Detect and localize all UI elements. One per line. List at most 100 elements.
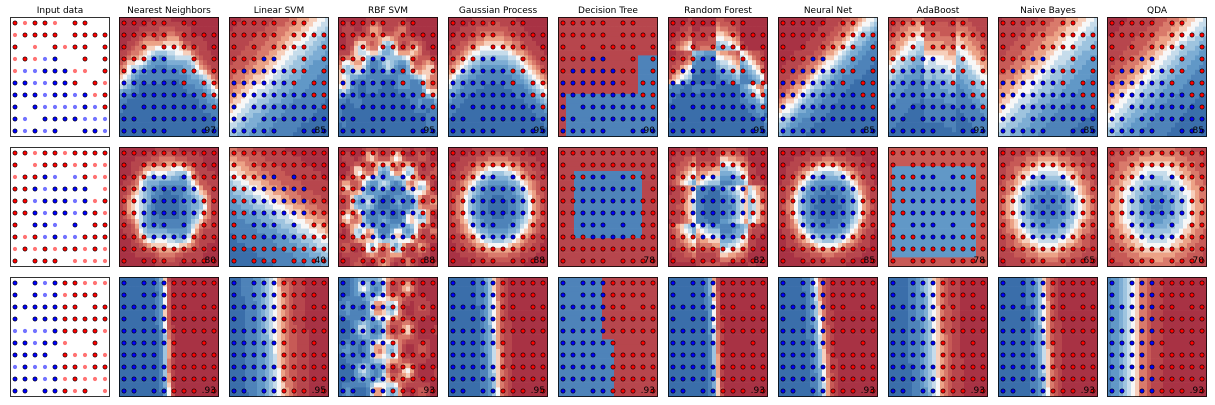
decision-cell	[418, 79, 423, 85]
decision-cell	[806, 108, 811, 114]
decision-cell	[598, 50, 603, 56]
decision-cell	[261, 74, 266, 80]
decision-cell	[468, 65, 473, 71]
decision-cell	[842, 55, 847, 61]
decision-cell	[646, 17, 651, 23]
decision-cell	[410, 108, 415, 114]
decision-cell	[672, 132, 677, 137]
decision-cell	[285, 113, 290, 119]
decision-cell	[562, 89, 567, 95]
decision-cell	[418, 55, 423, 61]
decision-cell	[456, 60, 461, 66]
decision-cell	[874, 74, 878, 80]
decision-cell	[492, 89, 497, 95]
decision-cell	[650, 84, 655, 90]
decision-cell	[614, 113, 619, 119]
decision-cell	[614, 79, 619, 85]
decision-cell	[578, 41, 583, 47]
data-point	[390, 44, 396, 50]
decision-cell	[688, 98, 693, 104]
decision-cell	[496, 74, 501, 80]
decision-cell	[237, 84, 242, 90]
decision-cell	[135, 45, 140, 51]
decision-cell	[654, 41, 658, 47]
decision-cell	[386, 84, 391, 90]
decision-cell	[422, 45, 427, 51]
decision-cell	[614, 21, 619, 27]
decision-cell	[488, 113, 493, 119]
decision-cell	[410, 17, 415, 23]
decision-cell	[382, 89, 387, 95]
decision-cell	[532, 50, 537, 56]
decision-cell	[496, 117, 501, 123]
decision-cell	[724, 60, 729, 66]
decision-cell	[724, 50, 729, 56]
decision-cell	[536, 65, 541, 71]
decision-cell	[370, 41, 375, 47]
decision-cell	[253, 65, 258, 71]
decision-cell	[309, 36, 314, 42]
decision-cell	[203, 84, 208, 90]
decision-cell	[854, 108, 859, 114]
decision-cell	[684, 17, 689, 23]
data-point	[102, 32, 108, 38]
decision-cell	[484, 45, 489, 51]
data-point	[121, 32, 127, 38]
decision-cell	[594, 31, 599, 37]
data-point	[92, 32, 98, 38]
decision-cell	[688, 21, 693, 27]
decision-cell	[346, 93, 351, 99]
decision-cell	[488, 84, 493, 90]
decision-cell	[720, 122, 725, 128]
data-point	[700, 92, 706, 98]
decision-cell	[301, 50, 306, 56]
decision-cell	[630, 132, 635, 137]
decision-cell	[874, 41, 878, 47]
decision-cell	[622, 17, 627, 23]
decision-cell	[191, 60, 196, 66]
decision-cell	[642, 122, 647, 128]
decision-cell	[704, 74, 709, 80]
data-point	[470, 20, 476, 26]
decision-cell	[672, 74, 677, 80]
decision-cell	[646, 21, 651, 27]
data-point	[350, 68, 356, 74]
decision-cell	[566, 55, 571, 61]
decision-cell	[802, 117, 807, 123]
decision-cell	[626, 113, 631, 119]
decision-cell	[155, 117, 160, 123]
data-point	[191, 32, 197, 38]
decision-cell	[233, 113, 238, 119]
decision-cell	[798, 127, 803, 133]
decision-cell	[610, 108, 615, 114]
decision-cell	[354, 50, 359, 56]
decision-cell	[366, 60, 371, 66]
decision-cell	[195, 69, 200, 75]
data-point	[590, 92, 596, 98]
decision-cell	[638, 122, 643, 128]
data-point	[161, 56, 167, 62]
decision-cell	[562, 74, 567, 80]
data-point	[720, 104, 726, 110]
data-point	[490, 92, 496, 98]
decision-cell	[496, 93, 501, 99]
decision-cell	[418, 36, 423, 42]
decision-cell	[199, 17, 204, 23]
decision-cell	[558, 55, 563, 61]
data-point	[52, 104, 58, 110]
data-point	[141, 32, 147, 38]
decision-cell	[830, 41, 835, 47]
decision-cell	[676, 103, 681, 109]
data-point	[620, 20, 626, 26]
decision-cell	[386, 132, 391, 137]
decision-cell	[854, 31, 859, 37]
decision-cell	[536, 113, 541, 119]
decision-cell	[426, 50, 431, 56]
decision-cell	[297, 50, 302, 56]
decision-cell	[434, 98, 438, 104]
decision-cell	[586, 117, 591, 123]
decision-cell	[358, 45, 363, 51]
decision-cell	[598, 117, 603, 123]
decision-cell	[265, 36, 270, 42]
decision-cell	[642, 89, 647, 95]
